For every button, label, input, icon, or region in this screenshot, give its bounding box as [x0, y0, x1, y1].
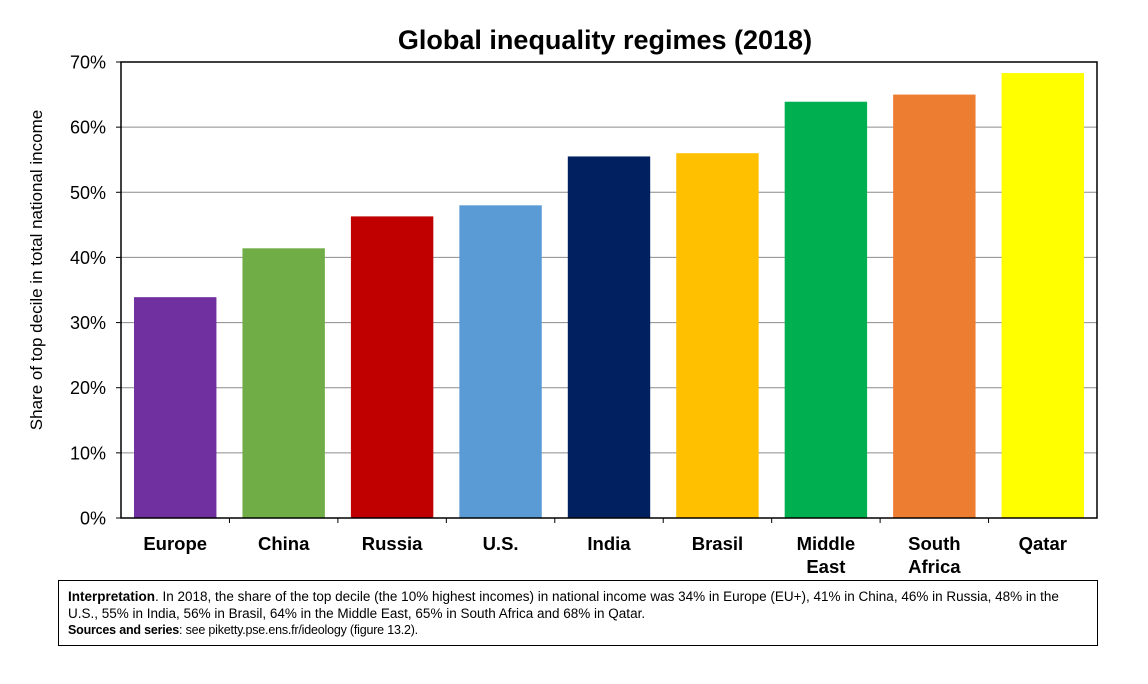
bar [784, 101, 868, 518]
y-tick-label: 0% [80, 509, 106, 529]
x-tick-label-line: India [587, 533, 631, 554]
x-tick-label: India [587, 533, 631, 554]
x-tick-label: U.S. [483, 533, 519, 554]
x-tick-label-line: Europe [143, 533, 207, 554]
interpretation-label: Interpretation [68, 589, 156, 604]
x-tick-label-line: Qatar [1019, 533, 1067, 554]
x-tick-label-line: South [908, 533, 960, 554]
y-axis-label: Share of top decile in total national in… [27, 110, 46, 430]
interpretation-paragraph: Interpretation. In 2018, the share of th… [68, 588, 1088, 622]
x-tick-label: Middle East [797, 533, 856, 577]
y-tick-label: 20% [70, 378, 106, 398]
bar-chart: Global inequality regimes (2018) Share o… [27, 25, 1098, 578]
x-tick-label-line: Russia [362, 533, 423, 554]
x-tick-label: Qatar [1019, 533, 1067, 554]
y-tick-label: 40% [70, 248, 106, 268]
y-tick-label: 50% [70, 183, 106, 203]
sources-label: Sources and series [68, 623, 180, 637]
bar [1001, 73, 1084, 519]
interpretation-text: . In 2018, the share of the top decile (… [68, 589, 1059, 621]
y-tick-label: 10% [70, 443, 106, 463]
bar [459, 205, 542, 519]
bar [350, 216, 434, 519]
bar [567, 156, 651, 518]
x-tick-label-line: Africa [908, 556, 961, 577]
y-tick-label: 60% [70, 118, 106, 138]
bar [242, 248, 325, 518]
axes [116, 61, 1098, 523]
bars [134, 73, 1084, 519]
x-tick-label-line: Brasil [692, 533, 743, 554]
chart-title: Global inequality regimes (2018) [398, 25, 812, 55]
x-tick-label: Russia [362, 533, 423, 554]
x-tick-label: Europe [143, 533, 207, 554]
x-tick-label: China [258, 533, 310, 554]
x-tick-label-line: Middle [797, 533, 856, 554]
x-tick-label: Brasil [692, 533, 743, 554]
sources-paragraph: Sources and series: see piketty.pse.ens.… [68, 622, 1088, 639]
x-tick-label-line: U.S. [483, 533, 519, 554]
tick-labels: 0% 10% 20% 30% 40% 50% 60% 70% Europe China Russia… [70, 53, 1067, 578]
y-tick-label: 70% [70, 53, 106, 73]
x-tick-label-line: East [806, 556, 845, 577]
bar [893, 94, 976, 519]
interpretation-note: Interpretation. In 2018, the share of th… [58, 580, 1098, 646]
x-tick-label: South Africa [908, 533, 961, 577]
x-tick-label-line: China [258, 533, 310, 554]
bar [134, 297, 217, 518]
y-tick-label: 30% [70, 313, 106, 333]
plot-frame [120, 61, 1098, 519]
sources-text: : see piketty.pse.ens.fr/ideology (figur… [179, 623, 418, 637]
bar [676, 153, 759, 518]
